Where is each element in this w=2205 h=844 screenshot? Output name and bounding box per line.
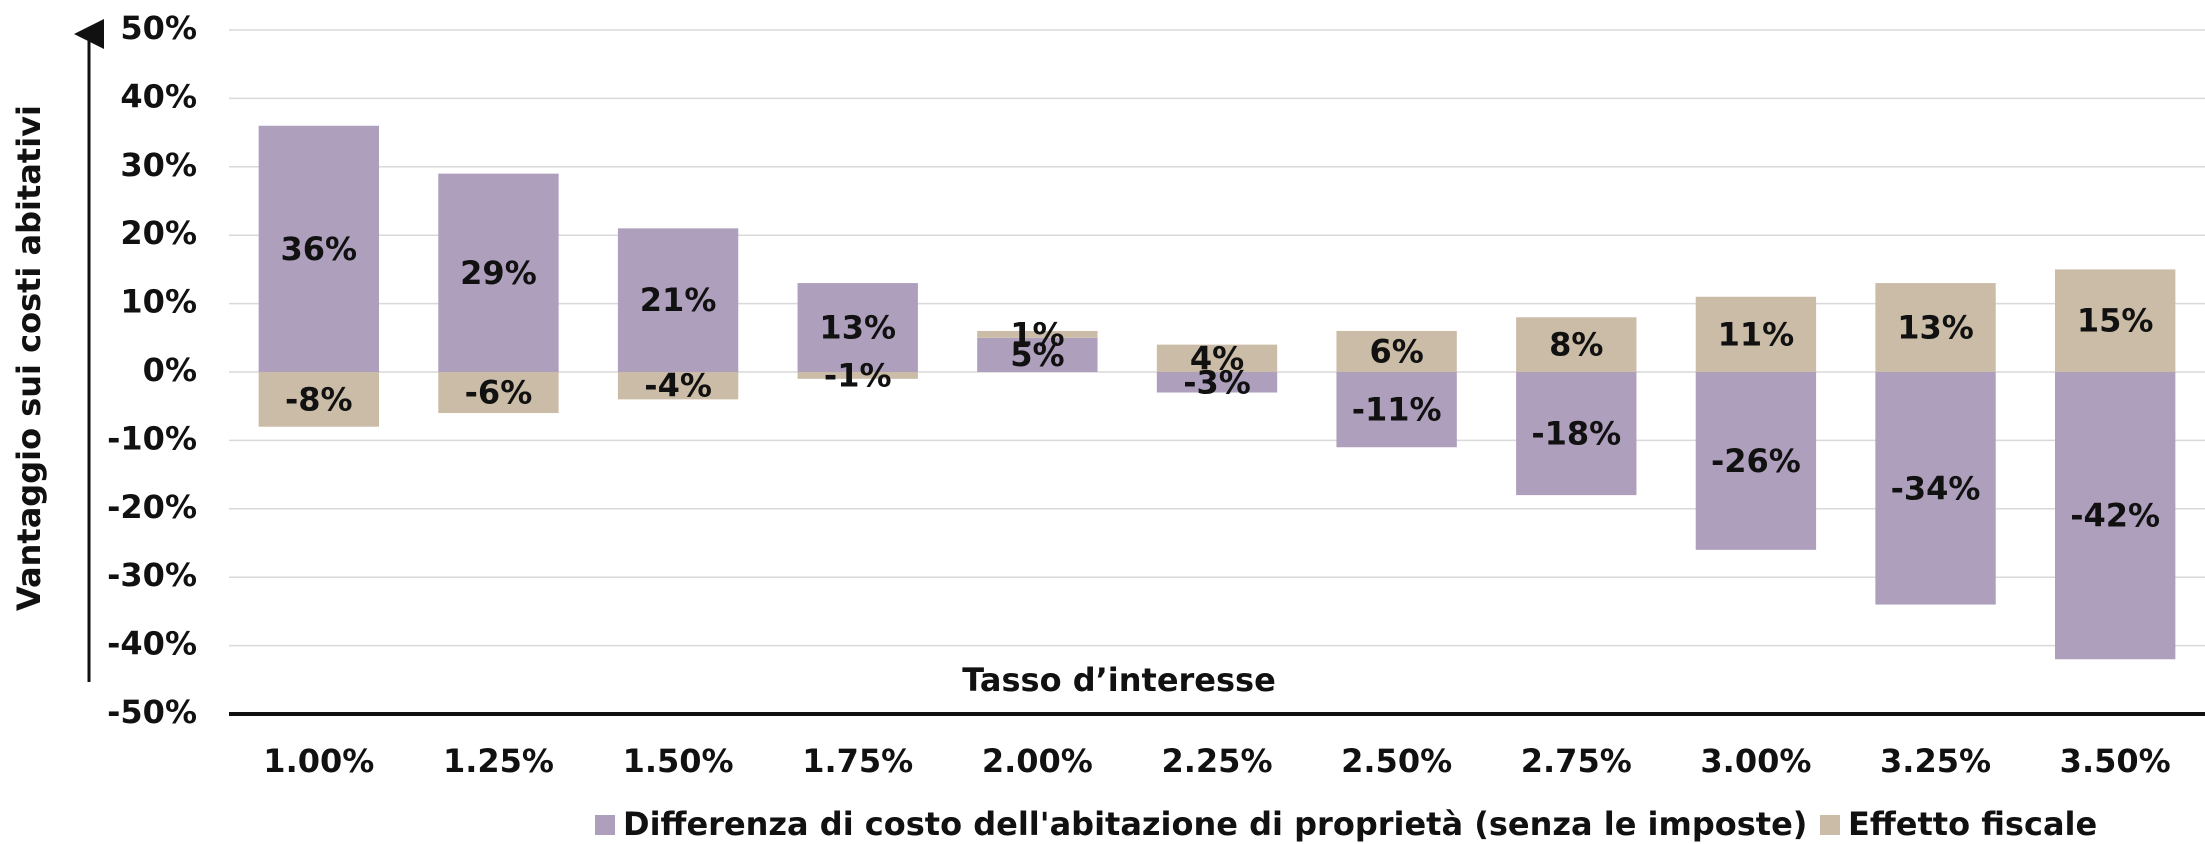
data-label: -26% xyxy=(1711,442,1801,480)
bar-segment xyxy=(797,283,918,372)
bar-segment xyxy=(617,372,739,400)
bar-segment xyxy=(1875,283,1996,372)
data-label: -11% xyxy=(1352,391,1442,429)
bar-segment xyxy=(258,125,379,372)
y-tick-label: 0% xyxy=(143,351,197,389)
x-tick-label: 2.00% xyxy=(982,742,1093,780)
data-label: -6% xyxy=(465,374,533,412)
data-label: -18% xyxy=(1531,415,1621,453)
y-tick-label: 40% xyxy=(120,77,197,115)
data-label: 5% xyxy=(1010,336,1064,374)
data-label: 13% xyxy=(819,309,896,347)
y-tick-label: -40% xyxy=(107,625,197,663)
data-label: 4% xyxy=(1190,339,1244,377)
bar-segment xyxy=(438,173,559,372)
data-label: -34% xyxy=(1891,469,1981,507)
bar-segment xyxy=(1156,344,1278,372)
y-tick-label: -50% xyxy=(107,693,197,731)
x-tick-label: 1.75% xyxy=(802,742,913,780)
bar-segment xyxy=(1695,372,1817,550)
data-label: -8% xyxy=(285,380,353,418)
y-tick-label: 10% xyxy=(120,283,197,321)
data-label: 15% xyxy=(2077,302,2154,340)
data-label: -4% xyxy=(644,367,712,405)
bar-segment xyxy=(1336,372,1457,448)
y-tick-label: 20% xyxy=(120,214,197,252)
bar-segment xyxy=(2055,269,2176,372)
x-tick-label: 1.25% xyxy=(443,742,554,780)
x-tick-label: 2.75% xyxy=(1521,742,1632,780)
data-label: 29% xyxy=(460,254,537,292)
legend-swatch xyxy=(595,815,615,835)
legend-label: Effetto fiscale xyxy=(1848,805,2097,843)
x-tick-label: 3.00% xyxy=(1700,742,1811,780)
x-tick-label: 2.50% xyxy=(1341,742,1452,780)
y-tick-label: -30% xyxy=(107,556,197,594)
legend-swatch xyxy=(1820,815,1840,835)
x-tick-label: 3.50% xyxy=(2060,742,2171,780)
bar-segment xyxy=(1875,372,1996,605)
data-label: 11% xyxy=(1718,315,1795,353)
data-label: 36% xyxy=(281,230,358,268)
data-label: -1% xyxy=(824,356,892,394)
data-label: 6% xyxy=(1369,332,1423,370)
data-label: 21% xyxy=(640,281,717,319)
x-tick-label: 3.25% xyxy=(1880,742,1991,780)
data-label: 13% xyxy=(1897,309,1974,347)
bar-segment xyxy=(1156,372,1278,393)
y-tick-label: -20% xyxy=(107,488,197,526)
data-label: -3% xyxy=(1183,363,1251,401)
bar-segment xyxy=(617,228,739,372)
data-label: 8% xyxy=(1549,326,1603,364)
bar-segment xyxy=(1516,317,1637,372)
data-label: 1% xyxy=(1010,315,1064,353)
y-tick-label: 50% xyxy=(120,9,197,47)
bar-segment xyxy=(797,372,918,379)
y-tick-label: -10% xyxy=(107,419,197,457)
legend-label: Differenza di costo dell'abitazione di p… xyxy=(623,805,1807,843)
x-axis-label: Tasso d’interesse xyxy=(962,661,1276,699)
bar-segment xyxy=(438,372,559,414)
x-tick-label: 1.50% xyxy=(623,742,734,780)
bar-segment xyxy=(1516,372,1637,496)
bar-segment xyxy=(977,337,1098,372)
bar-segment xyxy=(977,330,1098,338)
bar-segment xyxy=(2055,372,2176,660)
bar-segment xyxy=(1695,296,1817,372)
data-label: -42% xyxy=(2070,497,2160,535)
x-tick-label: 1.00% xyxy=(263,742,374,780)
y-axis-label: Vantaggio sui costi abitativi xyxy=(10,105,48,611)
bar-segment xyxy=(258,372,379,427)
bar-segment xyxy=(1336,330,1457,372)
x-tick-label: 2.25% xyxy=(1161,742,1272,780)
y-tick-label: 30% xyxy=(120,146,197,184)
